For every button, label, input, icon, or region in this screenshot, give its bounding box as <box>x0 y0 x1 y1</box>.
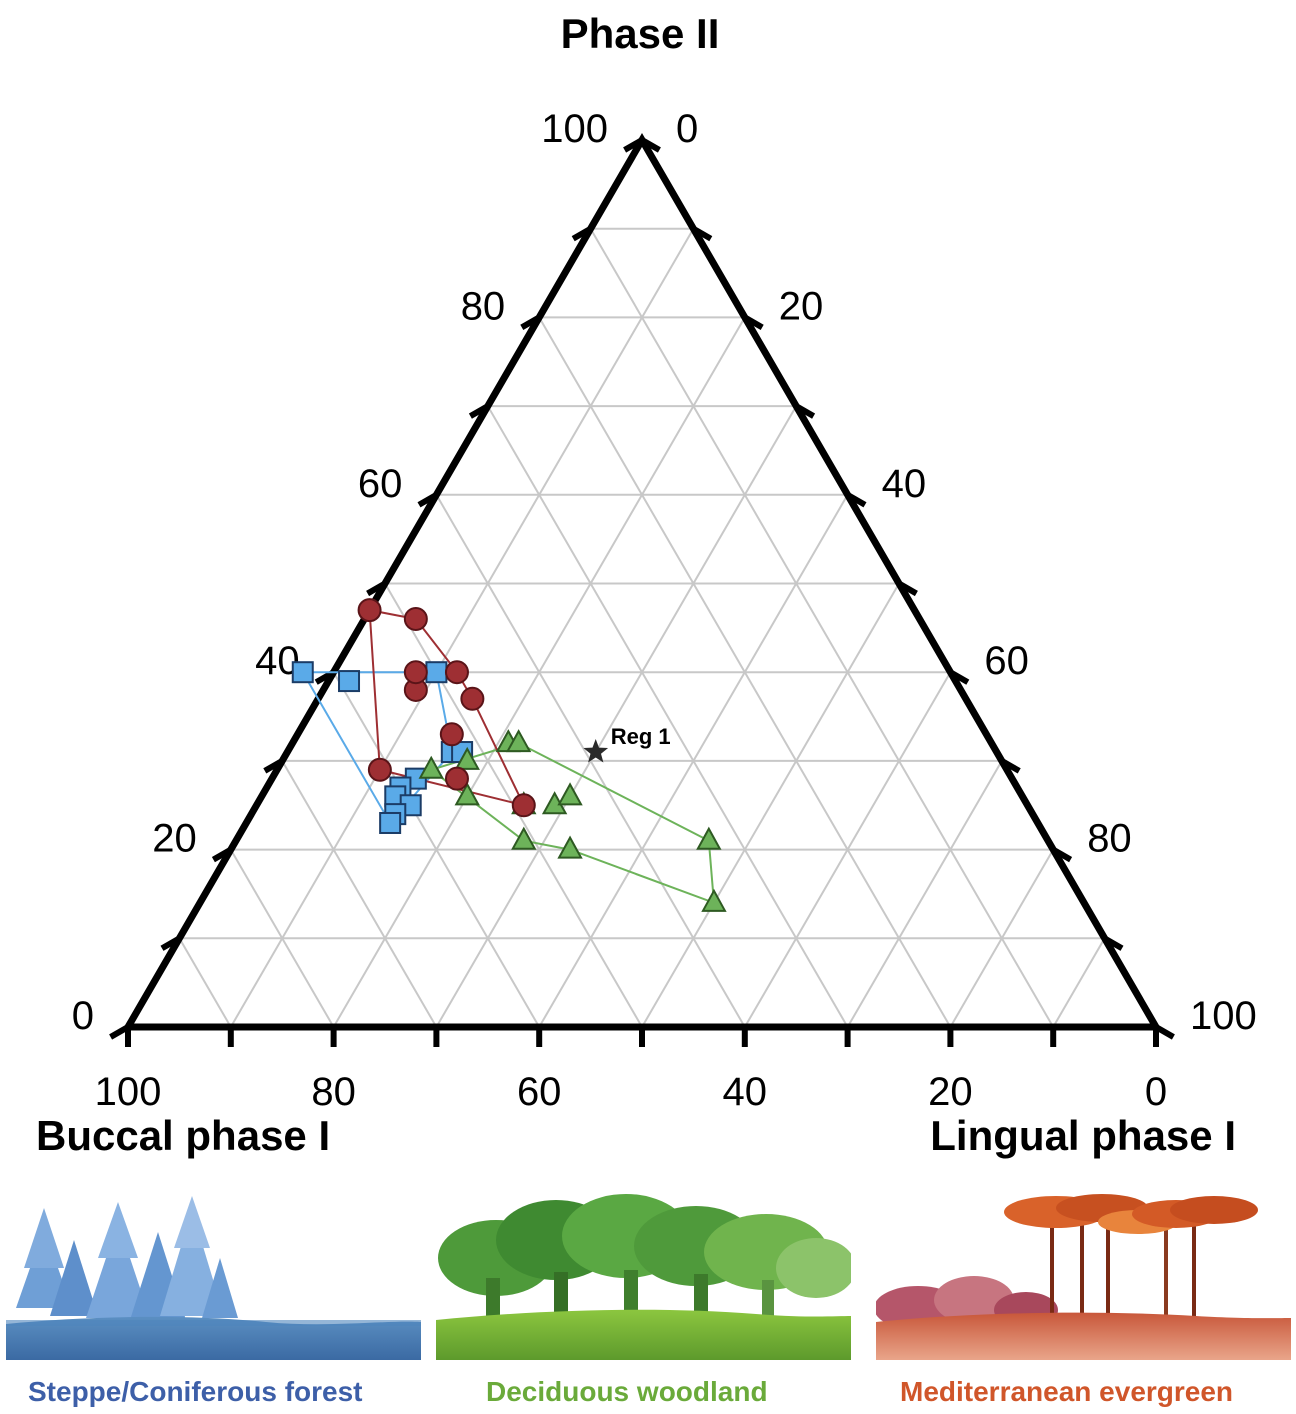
tick-left <box>314 669 336 685</box>
tick-label-phase2: 80 <box>461 284 506 328</box>
habitat-label-steppe: Steppe/Coniferous forest <box>28 1376 363 1407</box>
tick-left <box>263 758 284 774</box>
point-deciduous <box>557 835 583 859</box>
point-deciduous <box>505 729 532 753</box>
tick-label-lingual: 60 <box>984 639 1029 683</box>
axis-title-left: Buccal phase I <box>36 1112 330 1159</box>
point-mediterranean <box>439 722 464 747</box>
habitat-label-mediterranean: Mediterranean evergreen <box>900 1376 1234 1407</box>
mediterranean-evergreen-image <box>876 1194 1291 1360</box>
grid-line-lingual <box>435 405 798 1028</box>
point-steppe <box>379 811 402 834</box>
tick-right <box>948 669 970 685</box>
point-steppe <box>338 670 361 693</box>
habitat-steppe-illustration <box>6 1188 421 1410</box>
tick-right <box>897 580 918 597</box>
tick-left <box>468 403 490 419</box>
point-deciduous <box>701 888 727 912</box>
tick-label-buccal: 0 <box>1145 1070 1167 1114</box>
tick-right <box>794 403 816 419</box>
tick-right <box>743 314 764 331</box>
data-points <box>291 598 727 912</box>
tick-label-lingual: 80 <box>1087 817 1132 861</box>
point-mediterranean <box>403 660 428 685</box>
tick-label-buccal: 80 <box>311 1070 356 1114</box>
axis-title-top: Phase II <box>561 10 720 57</box>
tick-label-lingual: 0 <box>676 107 698 151</box>
annotation-label: Reg 1 <box>611 724 671 749</box>
grid-line-buccal <box>486 405 849 1028</box>
tick-left <box>520 314 541 331</box>
tick-right <box>846 492 867 508</box>
point-deciduous <box>418 755 444 779</box>
tick-label-buccal: 40 <box>723 1070 768 1114</box>
tick-left <box>366 580 387 597</box>
habitat-mediterranean-illustration <box>876 1188 1291 1410</box>
tick-label-buccal: 60 <box>517 1070 562 1114</box>
point-mediterranean <box>444 766 469 791</box>
grid-line-lingual <box>1052 937 1106 1028</box>
point-mediterranean <box>444 660 469 685</box>
point-deciduous <box>511 826 537 850</box>
grid-lines <box>178 227 1106 1028</box>
tick-left <box>417 492 438 508</box>
tick-label-buccal: 20 <box>928 1070 973 1114</box>
grid-line-buccal <box>281 760 438 1028</box>
tick-left <box>211 846 233 863</box>
point-mediterranean <box>460 686 485 711</box>
tick-right <box>1000 758 1021 774</box>
grid-line-buccal <box>178 937 232 1028</box>
reg1-star-icon <box>583 739 609 763</box>
grid-line-lingual <box>743 671 952 1028</box>
tick-label-phase2: 100 <box>541 107 608 151</box>
grid-line-lingual <box>641 582 900 1028</box>
tick-left <box>160 935 181 951</box>
tick-label-phase2: 0 <box>72 994 94 1038</box>
tick-label-lingual: 100 <box>1190 994 1257 1038</box>
grid-line-lingual <box>229 228 695 1028</box>
grid-line-lingual <box>949 849 1055 1028</box>
point-steppe <box>291 661 314 684</box>
point-deciduous <box>454 746 480 770</box>
grid-line-buccal <box>589 228 1055 1028</box>
ternary-chart: 0 0 0 20 20 20 40 40 40 60 60 60 80 80 80 100 100 100 Reg… <box>36 10 1257 1159</box>
point-mediterranean <box>357 598 382 623</box>
deciduous-woodland-image <box>436 1194 851 1360</box>
point-mediterranean <box>511 793 536 818</box>
tick-right <box>640 137 661 153</box>
point-mediterranean <box>403 606 428 631</box>
point-deciduous <box>557 782 583 806</box>
grid-line-buccal <box>332 671 541 1028</box>
tick-left <box>571 226 593 242</box>
point-deciduous <box>696 826 722 850</box>
annotations: Reg 1 <box>583 724 671 763</box>
point-steppe <box>425 661 448 684</box>
point-mediterranean <box>367 757 392 782</box>
grid-line-buccal <box>229 849 335 1028</box>
tick-right <box>691 226 713 242</box>
tick-left <box>623 137 644 153</box>
axis-title-right: Lingual phase I <box>930 1112 1236 1159</box>
tick-label-lingual: 20 <box>779 284 824 328</box>
tick-label-buccal: 100 <box>95 1070 162 1114</box>
habitat-deciduous-illustration <box>436 1188 851 1410</box>
tick-label-phase2: 20 <box>152 817 197 861</box>
tick-label-lingual: 40 <box>882 462 927 506</box>
habitat-label-deciduous: Deciduous woodland <box>486 1376 768 1407</box>
tick-right <box>1103 935 1124 951</box>
grid-line-lingual <box>846 760 1003 1028</box>
tick-label-phase2: 60 <box>358 462 403 506</box>
tick-right <box>1051 846 1073 863</box>
point-deciduous <box>454 782 480 806</box>
tick-right <box>1154 1024 1175 1040</box>
coniferous-forest-image <box>6 1196 421 1360</box>
